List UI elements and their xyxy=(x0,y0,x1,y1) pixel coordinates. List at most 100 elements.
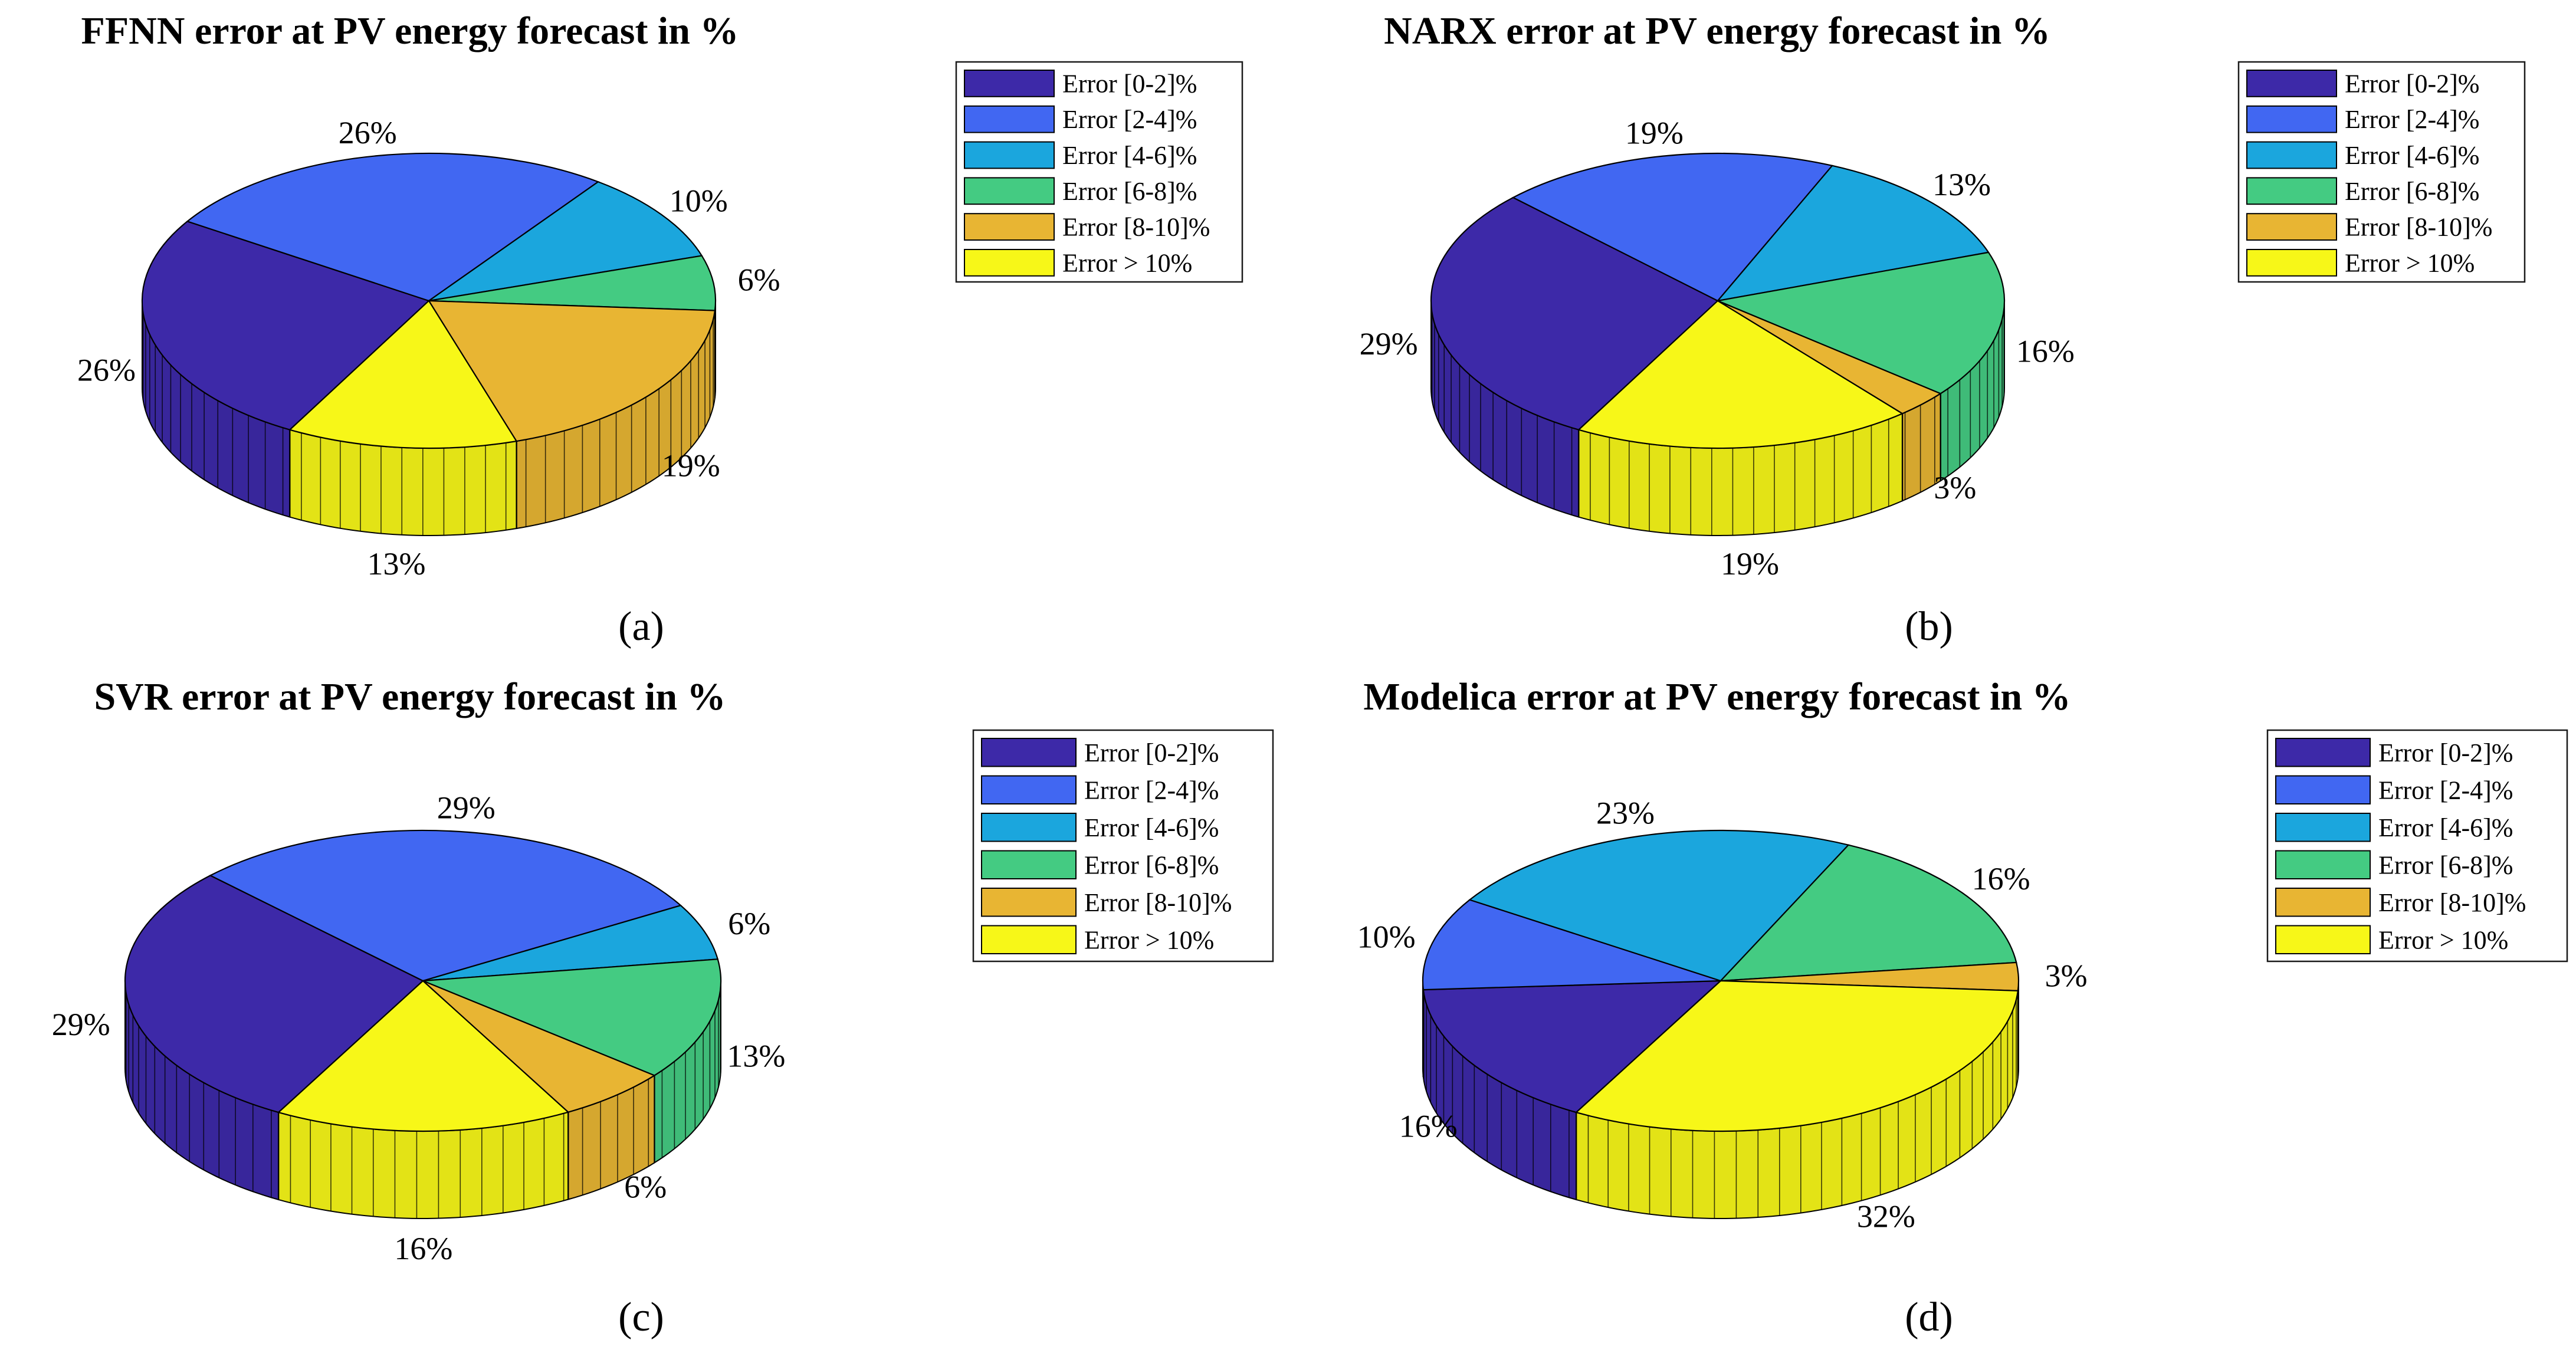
legend-label-5: Error [8-10]% xyxy=(2345,213,2492,242)
legend-swatch-6 xyxy=(964,249,1055,277)
pie-slice-3 xyxy=(1468,829,1850,982)
legend-swatch-4 xyxy=(2246,177,2337,205)
side-facets xyxy=(124,982,272,1198)
side-facets xyxy=(1590,419,1889,536)
pie-chart-1: FFNN error at PV energy forecast in % 26%… xyxy=(77,9,1243,649)
legend-box xyxy=(972,729,1274,963)
slice-label-3: 6% xyxy=(728,906,770,941)
legend-label-2: Error [2-4]% xyxy=(2378,776,2513,804)
pie-side-walls xyxy=(1430,300,2005,536)
legend-swatch-2 xyxy=(2246,105,2337,133)
legend: Error [0-2]% Error [2-4]% Error [4-6]% Erro… xyxy=(2266,729,2568,963)
side-facets xyxy=(1947,308,2005,477)
pie-slice-4 xyxy=(1715,251,2006,395)
legend-swatch-2 xyxy=(964,105,1055,133)
pie-slice-1 xyxy=(124,875,424,1114)
legend-box xyxy=(2266,729,2568,963)
slice-label-6: 13% xyxy=(367,546,425,582)
legend-swatch-3 xyxy=(981,813,1077,842)
legend-label-3: Error [4-6]% xyxy=(2378,813,2513,842)
legend-swatch-3 xyxy=(2275,813,2371,842)
pie-slice-6 xyxy=(288,300,518,449)
pie-slice-4 xyxy=(1719,844,2017,982)
legend-swatch-1 xyxy=(981,738,1077,767)
slice-label-4: 16% xyxy=(2016,333,2075,369)
slice-label-6: 19% xyxy=(1721,546,1779,582)
pie-side-walls xyxy=(124,980,721,1219)
legend-box xyxy=(955,61,1243,283)
side-facets xyxy=(290,1113,565,1219)
pie-slice-5 xyxy=(427,300,716,442)
slice-label-6: 32% xyxy=(1857,1199,1915,1234)
pie-slice-3 xyxy=(1716,165,1990,302)
legend-label-4: Error [6-8]% xyxy=(2345,177,2479,206)
pie-chart-4: Modelica error at PV energy forecast in … xyxy=(1357,675,2568,1340)
legend-label-4: Error [6-8]% xyxy=(1062,177,1197,206)
subfigure-caption: (d) xyxy=(1905,1295,1953,1340)
subfigure-caption: (c) xyxy=(618,1295,664,1340)
pie-slice-2 xyxy=(1511,152,1834,302)
side-facets xyxy=(301,432,507,536)
pie-slice-6 xyxy=(277,980,570,1132)
legend: Error [0-2]% Error [2-4]% Error [4-6]% Erro… xyxy=(972,729,1274,963)
slice-label-1: 16% xyxy=(1399,1108,1458,1144)
legend-swatch-1 xyxy=(2246,70,2337,97)
legend-label-1: Error [0-2]% xyxy=(2345,69,2479,98)
legend-swatch-4 xyxy=(964,177,1055,205)
legend-label-1: Error [0-2]% xyxy=(2378,738,2513,767)
legend-label-1: Error [0-2]% xyxy=(1062,69,1197,98)
legend-swatch-3 xyxy=(964,141,1055,169)
pie-slice-4 xyxy=(422,958,722,1076)
legend-box xyxy=(2237,61,2526,283)
chart-title: SVR error at PV energy forecast in % xyxy=(94,675,726,718)
side-facets xyxy=(1430,302,1573,515)
side-facets xyxy=(142,302,284,515)
pie-chart-2: NARX error at PV energy forecast in % 29%… xyxy=(1360,9,2526,649)
legend-swatch-2 xyxy=(981,775,1077,804)
legend-swatch-5 xyxy=(981,888,1077,917)
pie-slice-5 xyxy=(422,980,656,1113)
slice-label-5: 6% xyxy=(624,1170,667,1205)
pie-slice-1 xyxy=(1430,196,1719,431)
side-facets xyxy=(525,319,714,527)
side-facets xyxy=(1587,999,2017,1219)
subfigure-caption: (b) xyxy=(1905,604,1953,649)
legend-swatch-2 xyxy=(2275,775,2371,804)
slice-label-1: 29% xyxy=(1360,326,1418,362)
legend-label-2: Error [2-4]% xyxy=(1084,776,1219,804)
legend-label-4: Error [6-8]% xyxy=(2378,850,2513,879)
slice-label-1: 29% xyxy=(52,1007,110,1042)
legend-label-2: Error [2-4]% xyxy=(1062,105,1197,134)
slice-label-2: 10% xyxy=(1357,919,1416,954)
pie-slice-6 xyxy=(1574,980,2019,1132)
legend-label-3: Error [4-6]% xyxy=(2345,141,2479,170)
slice-label-2: 29% xyxy=(437,790,495,826)
legend-swatch-4 xyxy=(981,850,1077,879)
legend-swatch-1 xyxy=(2275,738,2371,767)
pie-slice-3 xyxy=(428,181,703,302)
pie-slice-1 xyxy=(1422,980,1722,1114)
legend-label-6: Error > 10% xyxy=(1062,248,1192,277)
pie-slice-2 xyxy=(186,152,600,302)
legend-swatch-5 xyxy=(2275,888,2371,917)
slice-label-3: 13% xyxy=(1932,167,1991,202)
legend-label-5: Error [8-10]% xyxy=(1084,888,1232,917)
legend-swatch-5 xyxy=(2246,213,2337,241)
slice-label-2: 19% xyxy=(1625,115,1684,150)
legend-label-6: Error > 10% xyxy=(2345,248,2475,277)
legend-label-2: Error [2-4]% xyxy=(2345,105,2479,134)
legend-label-1: Error [0-2]% xyxy=(1084,738,1219,767)
side-facets xyxy=(582,1079,649,1196)
slice-label-4: 13% xyxy=(727,1039,785,1074)
legend-swatch-1 xyxy=(964,70,1055,97)
slice-label-6: 16% xyxy=(394,1231,452,1266)
legend-label-5: Error [8-10]% xyxy=(1062,213,1210,242)
legend-swatch-3 xyxy=(2246,141,2337,169)
legend-label-3: Error [4-6]% xyxy=(1084,813,1219,842)
legend: Error [0-2]% Error [2-4]% Error [4-6]% Erro… xyxy=(955,61,1243,283)
legend-swatch-6 xyxy=(2246,249,2337,277)
pie-slice-1 xyxy=(141,221,431,431)
legend-swatch-5 xyxy=(964,213,1055,241)
slice-label-1: 26% xyxy=(77,352,136,387)
